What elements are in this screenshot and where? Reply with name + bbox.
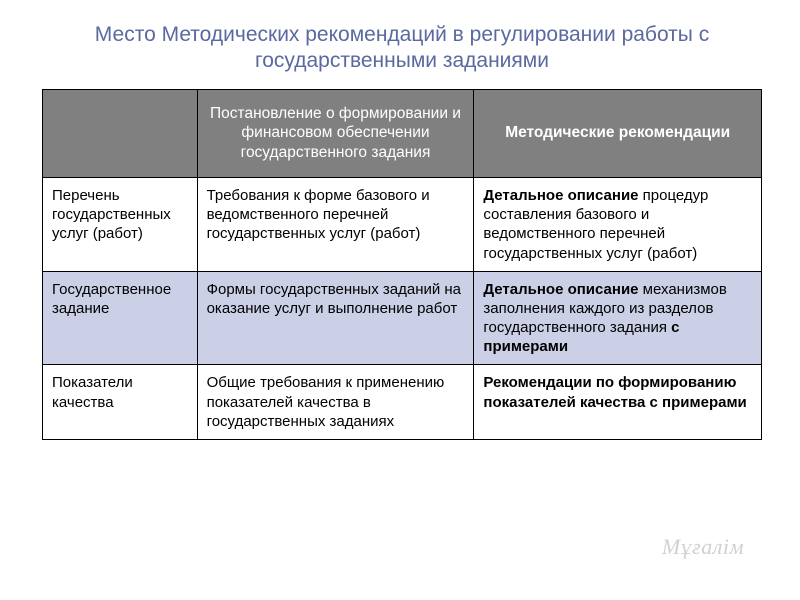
decree-cell: Требования к форме базового и ведомствен… [197,177,474,271]
watermark-text: Мұғалім [662,534,744,560]
recommendation-cell: Детальное описание процедур составления … [474,177,762,271]
row-label-cell: Перечень государственных услуг (работ) [43,177,198,271]
table-body: Перечень государственных услуг (работ)Тр… [43,177,762,439]
row-label-cell: Показатели качества [43,365,198,440]
table-row: Государственное заданиеФормы государстве… [43,271,762,365]
header-cell-blank [43,89,198,177]
table-row: Показатели качестваОбщие требования к пр… [43,365,762,440]
header-cell-decree: Постановление о формировании и финансово… [197,89,474,177]
comparison-table: Постановление о формировании и финансово… [42,89,762,441]
table-row: Перечень государственных услуг (работ)Тр… [43,177,762,271]
slide-title: Место Методических рекомендаций в регули… [42,22,762,75]
header-cell-recommendations: Методические рекомендации [474,89,762,177]
recommendation-cell: Рекомендации по формированию показателей… [474,365,762,440]
recommendation-cell: Детальное описание механизмов заполнения… [474,271,762,365]
table-header-row: Постановление о формировании и финансово… [43,89,762,177]
decree-cell: Формы государственных заданий на оказани… [197,271,474,365]
row-label-cell: Государственное задание [43,271,198,365]
decree-cell: Общие требования к применению показателе… [197,365,474,440]
